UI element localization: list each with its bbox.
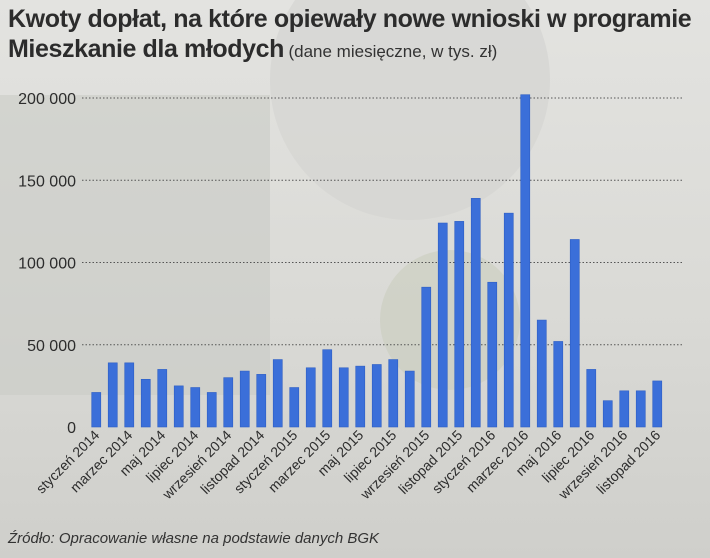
bar	[272, 359, 283, 428]
bar	[404, 370, 415, 428]
bar	[553, 341, 564, 428]
y-tick-label: 150 000	[18, 173, 76, 190]
bar	[388, 359, 399, 428]
bar	[206, 392, 217, 428]
source-note: Źródło: Opracowanie własne na podstawie …	[8, 530, 380, 547]
chart-title-block: Kwoty dopłat, na które opiewały nowe wni…	[8, 4, 708, 68]
bar	[140, 378, 151, 428]
chart-subtitle: (dane miesięczne, w tys. zł)	[288, 42, 498, 61]
y-tick-label: 200 000	[18, 91, 76, 108]
bar	[223, 377, 234, 428]
bar	[619, 390, 630, 428]
bar	[91, 392, 102, 428]
y-tick-label: 0	[67, 420, 76, 437]
background-lamp-shape	[270, 0, 550, 220]
bar	[355, 365, 366, 428]
bar	[173, 385, 184, 428]
bar	[107, 362, 118, 428]
bar	[437, 222, 448, 428]
bar	[305, 367, 316, 428]
bar	[454, 221, 465, 428]
bar	[338, 367, 349, 428]
chart-title-line2: Mieszkanie dla młodych (dane miesięczne,…	[8, 34, 708, 68]
bar	[487, 281, 498, 428]
bar	[239, 370, 250, 428]
bar	[470, 198, 481, 428]
chart-title: Kwoty dopłat, na które opiewały nowe wni…	[8, 5, 692, 33]
bar	[421, 286, 432, 428]
bar	[602, 400, 613, 428]
bar	[635, 390, 646, 428]
bar	[157, 369, 168, 428]
bar	[289, 387, 300, 428]
bar	[322, 349, 333, 428]
bar	[536, 319, 547, 428]
bar	[124, 362, 135, 428]
bar	[520, 94, 531, 428]
y-tick-label: 100 000	[18, 256, 76, 273]
bar	[503, 212, 514, 428]
bar	[371, 364, 382, 428]
bar	[569, 239, 580, 428]
bar	[586, 369, 597, 428]
bar	[190, 387, 201, 428]
bar	[256, 374, 267, 428]
bar	[652, 380, 663, 428]
chart-title-continuation: Mieszkanie dla młodych	[8, 35, 285, 63]
y-tick-label: 50 000	[27, 338, 76, 355]
